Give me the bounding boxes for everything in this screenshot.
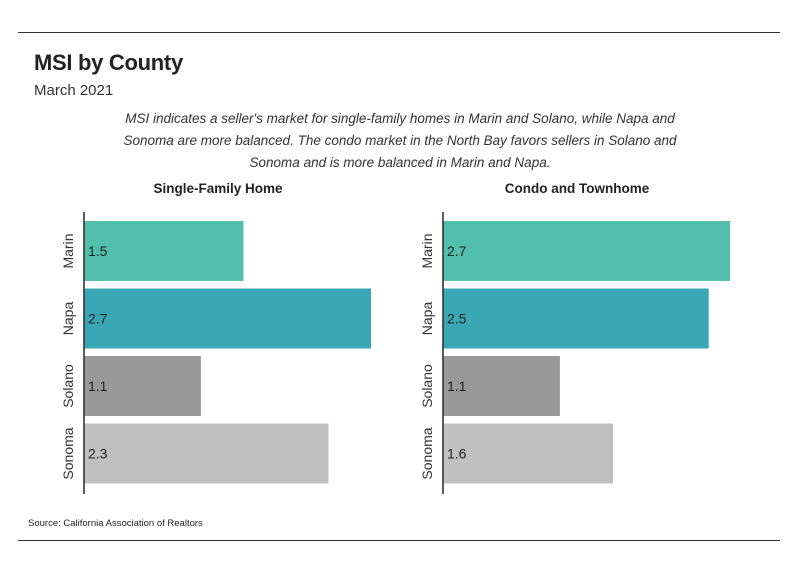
condo-category-label-marin: Marin: [419, 233, 435, 268]
single-family-bar-marin: [84, 221, 244, 281]
condo-value-label-solano: 1.1: [447, 378, 467, 394]
single-family-value-label-solano: 1.1: [88, 378, 108, 394]
single-family-value-label-napa: 2.7: [88, 311, 108, 327]
single-family-category-label-sonoma: Sonoma: [60, 427, 76, 479]
condo-value-label-marin: 2.7: [447, 243, 467, 259]
chart-title: MSI by County: [34, 50, 183, 75]
condo-bar-napa: [443, 288, 709, 349]
condo-bar-sonoma: [443, 423, 614, 484]
single-family-bar-sonoma: [84, 423, 329, 484]
condo-bar-solano: [443, 356, 560, 416]
condo-value-label-sonoma: 1.6: [447, 446, 467, 462]
single-family-category-label-marin: Marin: [60, 233, 76, 268]
source-note: Source: California Association of Realto…: [28, 518, 203, 529]
single-family-value-label-sonoma: 2.3: [88, 446, 108, 462]
condo-panel: 2.7 Marin 2.5 Napa 1.1 Solano 1.6 Sonoma: [419, 212, 730, 494]
chart-subtitle: March 2021: [34, 82, 114, 99]
condo-category-label-sonoma: Sonoma: [419, 427, 435, 479]
top-rule: [18, 32, 780, 33]
single-family-bar-napa: [84, 288, 371, 349]
single-family-bar-solano: [84, 356, 201, 416]
condo-bar-marin: [443, 221, 730, 281]
condo-category-label-solano: Solano: [419, 364, 435, 408]
bottom-rule: [18, 540, 780, 541]
single-family-panel: 1.5 Marin 2.7 Napa 1.1 Solano 2.3 Sonoma: [60, 212, 371, 494]
condo-category-label-napa: Napa: [419, 302, 435, 336]
single-family-category-label-napa: Napa: [60, 302, 76, 336]
panel-title-condo: Condo and Townhome: [504, 181, 650, 196]
panel-title-single-family: Single-Family Home: [153, 181, 283, 196]
condo-value-label-napa: 2.5: [447, 311, 467, 327]
single-family-value-label-marin: 1.5: [88, 243, 108, 259]
chart-caption: MSI indicates a seller's market for sing…: [123, 111, 677, 170]
single-family-category-label-solano: Solano: [60, 364, 76, 408]
